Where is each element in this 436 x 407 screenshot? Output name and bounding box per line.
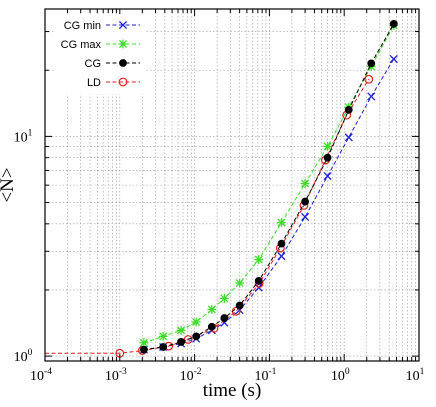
data-point xyxy=(301,212,310,221)
legend-label: LD xyxy=(87,77,101,89)
data-point xyxy=(140,345,148,354)
data-point xyxy=(118,20,128,30)
x-tick-label: 10-4 xyxy=(30,367,52,384)
series-line xyxy=(143,25,395,344)
data-point xyxy=(192,332,201,341)
grid-lines xyxy=(44,9,419,361)
data-point xyxy=(301,197,309,206)
data-point xyxy=(119,59,127,67)
data-point xyxy=(277,252,286,261)
data-point xyxy=(118,39,128,49)
x-axis-label: time (s) xyxy=(203,380,262,401)
legend-label: CG xyxy=(85,58,102,70)
series-cg xyxy=(140,20,398,354)
data-point xyxy=(367,59,376,68)
series-line xyxy=(143,23,395,351)
y-axis-label: <N> xyxy=(0,167,18,202)
data-point xyxy=(344,105,353,114)
data-point xyxy=(176,325,186,335)
data-point xyxy=(323,171,332,181)
y-tick-label: 100 xyxy=(14,348,33,365)
legend-item: LD xyxy=(87,77,140,89)
x-tick-label: 10-1 xyxy=(254,367,276,384)
data-point xyxy=(177,338,186,346)
data-point xyxy=(207,305,217,314)
x-tick-label: 101 xyxy=(406,367,425,384)
data-point xyxy=(219,294,229,303)
legend-label: CG min xyxy=(64,20,101,32)
legend: CG min CG max CG LD xyxy=(54,14,146,94)
data-point xyxy=(191,317,201,327)
x-tick-label: 100 xyxy=(331,367,350,384)
series-line xyxy=(45,78,370,354)
axis-ticks: 10-4 10-3 10-2 10-1 100 101 100 101 xyxy=(14,9,425,384)
legend-item: CG xyxy=(85,58,140,70)
data-point xyxy=(323,142,333,151)
data-point xyxy=(300,179,310,188)
data-point xyxy=(389,54,398,64)
data-point xyxy=(139,338,149,348)
legend-item: CG min xyxy=(64,20,140,32)
series-ld xyxy=(45,74,374,358)
legend-label: CG max xyxy=(61,39,102,51)
y-tick-label: 101 xyxy=(14,128,33,145)
data-point xyxy=(158,331,168,341)
plot-series xyxy=(45,20,399,358)
x-tick-label: 10-2 xyxy=(180,367,202,384)
legend-item: CG max xyxy=(61,39,140,51)
data-point xyxy=(118,77,128,87)
x-tick-label: 10-3 xyxy=(105,367,127,384)
data-point xyxy=(364,74,374,84)
data-point xyxy=(367,92,376,101)
data-point xyxy=(389,20,398,28)
series-cg-min xyxy=(139,54,398,354)
data-point xyxy=(254,276,263,285)
data-point xyxy=(254,255,264,264)
data-point xyxy=(159,343,168,351)
data-point xyxy=(323,153,332,162)
data-point xyxy=(220,314,229,322)
data-point xyxy=(183,335,193,344)
data-point xyxy=(207,322,216,331)
data-point xyxy=(235,278,245,288)
data-point xyxy=(277,239,286,248)
data-point xyxy=(344,133,353,142)
legend-background xyxy=(54,14,146,94)
series-line xyxy=(143,58,395,351)
data-point xyxy=(277,218,286,228)
data-point xyxy=(235,301,244,310)
